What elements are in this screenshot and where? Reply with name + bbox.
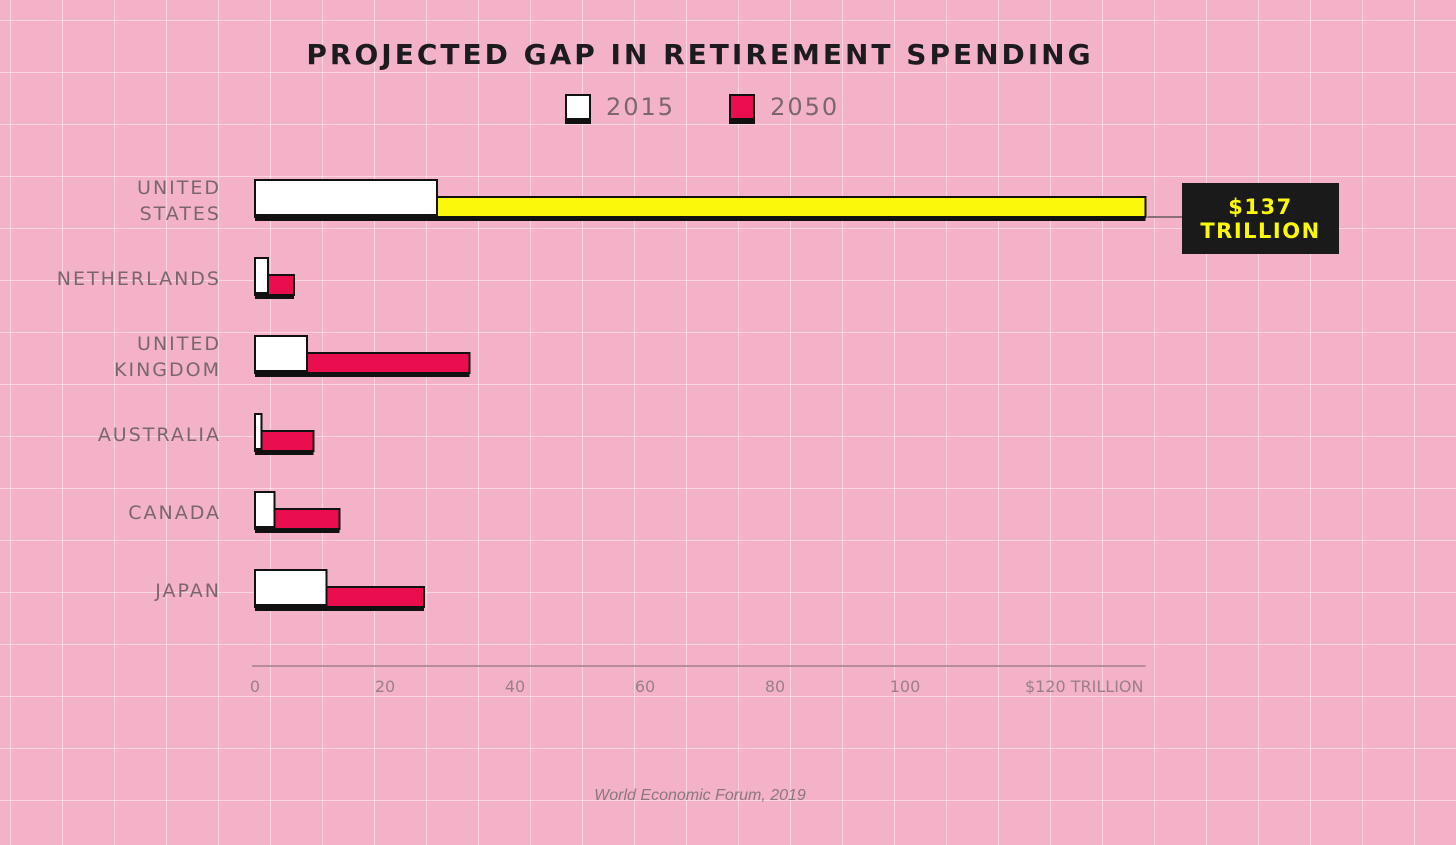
bar-2015-japan (254, 569, 328, 609)
bar-2015-japan-rect (254, 569, 328, 606)
legend-swatch-2015 (565, 94, 591, 120)
legend-item-2015: 2015 (565, 93, 675, 121)
chart-title: PROJECTED GAP IN RETIREMENT SPENDING (306, 38, 1094, 71)
legend-item-2050: 2050 (729, 93, 839, 121)
category-label-line: AUSTRALIA (98, 424, 221, 446)
category-label-line: NETHERLANDS (57, 268, 221, 290)
category-label-united-kingdom: UNITED KINGDOM (114, 333, 221, 381)
bar-2015-united-kingdom (254, 335, 308, 375)
x-tick-label: 40 (505, 677, 525, 696)
category-label-line: UNITED (137, 177, 221, 199)
bar-2015-canada (254, 491, 276, 531)
bar-2050-united-states (254, 196, 1147, 221)
x-tick-label: $120 TRILLION (1025, 677, 1144, 696)
bar-2015-australia-rect (254, 413, 263, 450)
category-label-australia: AUSTRALIA (98, 424, 221, 446)
source-note: World Economic Forum, 2019 (594, 787, 806, 804)
category-label-line: CANADA (128, 502, 221, 524)
callout-amount: $137 (1228, 194, 1293, 219)
category-label-line: JAPAN (154, 580, 221, 602)
bar-2050-australia (254, 430, 315, 455)
bar-2050-united-kingdom (254, 352, 471, 377)
callout-unit: TRILLION (1200, 218, 1321, 243)
legend: 2015 2050 (565, 90, 893, 124)
category-label-line: UNITED (137, 333, 221, 355)
bar-2015-netherlands-rect (254, 257, 269, 294)
x-tick-label: 80 (765, 677, 785, 696)
category-label-line: KINGDOM (114, 359, 221, 381)
x-tick-label: 100 (890, 677, 921, 696)
bar-2015-australia (254, 413, 263, 453)
bar-2050-canada (254, 508, 341, 533)
bar-2015-canada-rect (254, 491, 276, 528)
x-tick-label: 60 (635, 677, 655, 696)
bar-2015-united-states (254, 179, 438, 219)
category-label-canada: CANADA (128, 502, 221, 524)
category-label-united-states: UNITED STATES (137, 177, 221, 225)
legend-swatch-2050 (729, 94, 756, 120)
legend-label-2015: 2015 (606, 93, 676, 121)
legend-label-2050: 2050 (770, 93, 840, 121)
category-label-japan: JAPAN (154, 580, 221, 602)
bar-2015-united-states-rect (254, 179, 438, 216)
bar-2015-netherlands (254, 257, 269, 297)
category-label-line: STATES (140, 203, 221, 225)
total-callout: $137 TRILLION (1182, 183, 1339, 254)
bar-2015-united-kingdom-rect (254, 335, 308, 372)
x-tick-label: 0 (250, 677, 260, 696)
bar-2050-australia-rect (254, 430, 315, 452)
category-label-netherlands: NETHERLANDS (57, 268, 221, 290)
x-tick-label: 20 (375, 677, 395, 696)
